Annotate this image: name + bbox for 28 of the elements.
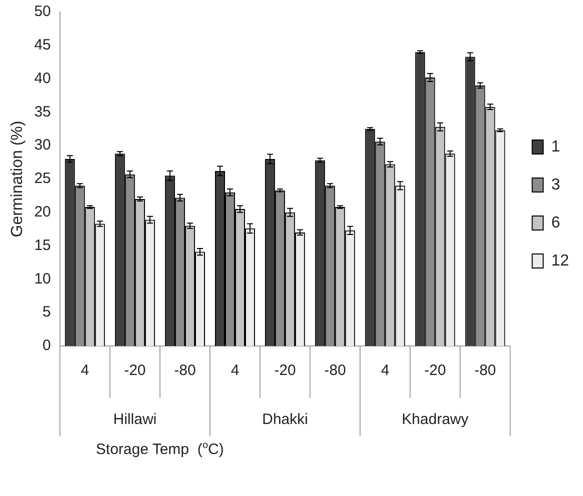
y-tick-label: 10 — [34, 270, 51, 288]
x-tick-label: -20 — [424, 362, 446, 380]
x-tick-label: -20 — [124, 362, 146, 380]
y-tick-label: 45 — [34, 36, 51, 54]
y-tick-label: 15 — [34, 236, 51, 254]
y-tick-label: 50 — [34, 3, 51, 20]
legend-label: 6 — [551, 214, 560, 232]
y-tick-label: 20 — [34, 204, 51, 221]
legend-label: 12 — [551, 252, 570, 270]
y-tick-label: 35 — [34, 103, 51, 120]
y-tick-label: 30 — [34, 136, 51, 154]
x-tick-label: -20 — [274, 362, 296, 380]
y-tick-label: 25 — [34, 170, 51, 188]
legend-label: 3 — [551, 176, 560, 194]
y-axis-title: Germination (%) — [9, 120, 26, 238]
x-tick-label: 4 — [380, 362, 390, 380]
x-tick-label: 4 — [80, 362, 90, 380]
x-tick-label: -80 — [474, 362, 496, 380]
y-tick-label: 40 — [34, 70, 51, 87]
x-tick-label: 4 — [230, 362, 240, 380]
x-tick-label: -80 — [174, 362, 196, 380]
text: Hillawi — [113, 411, 157, 428]
y-tick-label: 5 — [42, 304, 51, 321]
y-tick-label: 0 — [42, 337, 51, 354]
x-tick-label: -80 — [324, 362, 346, 380]
text: Khadrawy — [402, 411, 469, 428]
legend-label: 1 — [551, 138, 560, 156]
text: Dhakki — [262, 411, 308, 428]
